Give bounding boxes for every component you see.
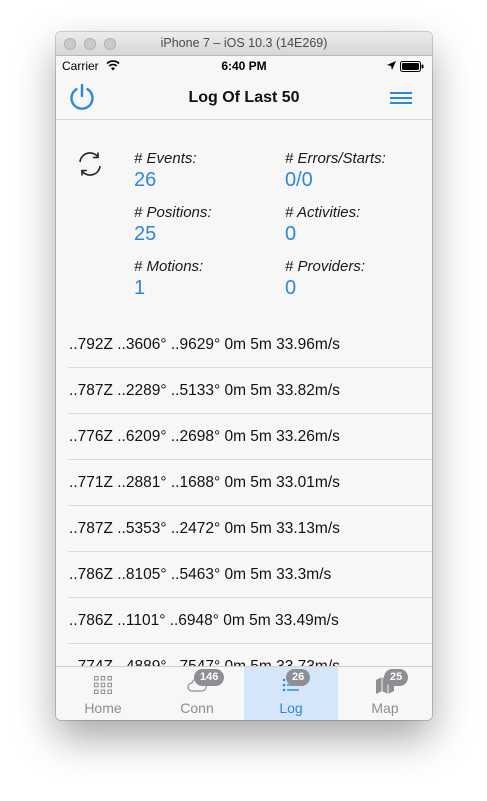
stat-motions: # Motions: 1 — [134, 258, 203, 300]
close-window-button[interactable] — [64, 38, 76, 50]
stat-motions-value: 1 — [134, 277, 146, 299]
simulator-window: iPhone 7 – iOS 10.3 (14E269) Carrier 6:4… — [56, 32, 432, 720]
stat-activities-label: # Activities: — [285, 204, 361, 221]
stat-positions-label: # Positions: — [134, 204, 212, 221]
status-time: 6:40 PM — [221, 59, 267, 73]
stat-events-label: # Events: — [134, 150, 197, 167]
phone-screen: Carrier 6:40 PM Log Of Last 50 — [56, 56, 432, 720]
hamburger-menu-icon[interactable] — [390, 90, 412, 106]
tab-log-label: Log — [279, 700, 303, 716]
tab-map-badge: 25 — [384, 669, 409, 686]
page-title: Log Of Last 50 — [188, 89, 300, 106]
log-row[interactable]: ..771Z ..2881° ..1688° 0m 5m 33.01m/s — [68, 460, 432, 506]
carrier-label: Carrier — [62, 59, 99, 73]
status-bar: Carrier 6:40 PM — [56, 56, 432, 76]
minimize-window-button[interactable] — [84, 38, 96, 50]
navigation-bar: Log Of Last 50 — [56, 76, 432, 120]
window-titlebar: iPhone 7 – iOS 10.3 (14E269) — [56, 32, 432, 56]
stat-errors-starts: # Errors/Starts: 0/0 — [285, 150, 386, 192]
log-row[interactable]: ..786Z ..1101° ..6948° 0m 5m 33.49m/s — [68, 598, 432, 644]
refresh-icon[interactable] — [76, 150, 104, 178]
tab-conn[interactable]: 146 Conn — [150, 667, 244, 720]
stat-motions-label: # Motions: — [134, 258, 204, 275]
tab-conn-label: Conn — [180, 700, 214, 716]
tab-home-label: Home — [84, 700, 122, 716]
battery-icon — [400, 61, 424, 72]
stat-activities-value: 0 — [285, 223, 297, 245]
tab-map-label: Map — [371, 700, 399, 716]
tab-map[interactable]: 25 Map — [338, 667, 432, 720]
wifi-icon — [106, 60, 120, 71]
tab-log[interactable]: 26 Log — [244, 667, 338, 720]
log-row[interactable]: ..786Z ..8105° ..5463° 0m 5m 33.3m/s — [68, 552, 432, 598]
tab-home[interactable]: Home — [56, 667, 150, 720]
zoom-window-button[interactable] — [104, 38, 116, 50]
log-list[interactable]: ..792Z ..3606° ..9629° 0m 5m 33.96m/s ..… — [68, 322, 432, 666]
stat-providers: # Providers: 0 — [285, 258, 365, 300]
stat-errors-starts-value: 0/0 — [285, 169, 313, 191]
grid-icon — [94, 676, 112, 694]
window-title: iPhone 7 – iOS 10.3 (14E269) — [160, 36, 328, 50]
stat-activities: # Activities: 0 — [285, 204, 360, 246]
log-row[interactable]: ..776Z ..6209° ..2698° 0m 5m 33.26m/s — [68, 414, 432, 460]
stat-events-value: 26 — [134, 169, 157, 191]
tab-bar: Home 146 Conn 26 Log — [56, 666, 432, 720]
location-arrow-icon — [387, 61, 396, 70]
stat-events: # Events: 26 — [134, 150, 197, 192]
log-row[interactable]: ..792Z ..3606° ..9629° 0m 5m 33.96m/s — [68, 322, 432, 368]
stat-positions: # Positions: 25 — [134, 204, 212, 246]
stat-errors-starts-label: # Errors/Starts: — [285, 150, 386, 167]
log-row[interactable]: ..774Z ..4889° ..7547° 0m 5m 33.73m/s — [68, 644, 432, 666]
stat-providers-value: 0 — [285, 277, 297, 299]
log-content: # Events: 26 # Errors/Starts: 0/0 # Posi… — [56, 120, 432, 666]
tab-log-badge: 26 — [286, 669, 311, 686]
power-icon[interactable] — [67, 82, 97, 112]
log-row[interactable]: ..787Z ..2289° ..5133° 0m 5m 33.82m/s — [68, 368, 432, 414]
log-row[interactable]: ..787Z ..5353° ..2472° 0m 5m 33.13m/s — [68, 506, 432, 552]
tab-conn-badge: 146 — [194, 669, 225, 686]
stat-positions-value: 25 — [134, 223, 157, 245]
stat-providers-label: # Providers: — [285, 258, 366, 275]
